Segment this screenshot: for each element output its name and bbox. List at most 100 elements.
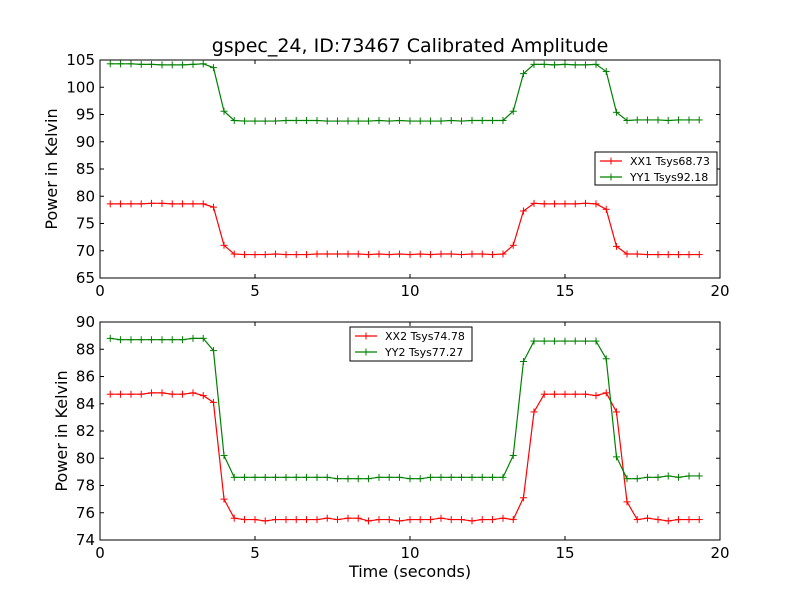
data-point-marker: [261, 117, 269, 125]
data-point-marker: [178, 200, 186, 208]
data-point-marker: [488, 473, 496, 481]
data-point-marker: [437, 514, 445, 522]
data-point-marker: [550, 200, 558, 208]
data-point-marker: [158, 389, 166, 397]
data-point-marker: [602, 67, 610, 75]
data-point-marker: [643, 116, 651, 124]
data-point-marker: [251, 516, 259, 524]
data-point-marker: [282, 251, 290, 259]
data-point-marker: [137, 60, 145, 68]
data-point-marker: [571, 61, 579, 69]
data-point-marker: [168, 336, 176, 344]
data-point-marker: [540, 200, 548, 208]
data-point-marker: [499, 250, 507, 258]
data-point-marker: [178, 336, 186, 344]
legend: XX1 Tsys68.73 YY1 Tsys92.18: [594, 151, 718, 186]
data-point-marker: [220, 107, 228, 115]
data-point-marker: [395, 250, 403, 258]
data-point-marker: [674, 251, 682, 259]
data-point-marker: [323, 250, 331, 258]
y-tick-label: 85: [76, 160, 95, 178]
data-point-marker: [457, 251, 465, 259]
data-point-marker: [488, 251, 496, 259]
data-point-marker: [271, 473, 279, 481]
data-point-marker: [581, 199, 589, 207]
data-point-marker: [302, 251, 310, 259]
data-point-marker: [354, 250, 362, 258]
data-point-marker: [437, 117, 445, 125]
x-tick-label: 0: [95, 282, 105, 300]
data-point-marker: [685, 116, 693, 124]
y-tick-label: 90: [76, 313, 95, 331]
data-point-marker: [685, 516, 693, 524]
data-point-marker: [550, 61, 558, 69]
data-point-marker: [282, 516, 290, 524]
x-tick-label: 20: [710, 282, 729, 300]
data-point-marker: [240, 117, 248, 125]
data-point-marker: [540, 60, 548, 68]
data-point-marker: [189, 389, 197, 397]
data-point-marker: [654, 116, 662, 124]
data-point-marker: [137, 200, 145, 208]
data-point-marker: [674, 516, 682, 524]
data-point-marker: [395, 517, 403, 525]
data-point-marker: [447, 116, 455, 124]
data-point-marker: [509, 452, 517, 460]
data-point-marker: [375, 250, 383, 258]
data-point-marker: [664, 517, 672, 525]
data-point-marker: [147, 199, 155, 207]
data-point-marker: [612, 108, 620, 116]
data-point-marker: [685, 472, 693, 480]
data-point-marker: [364, 475, 372, 483]
data-point-marker: [561, 390, 569, 398]
y-tick-label: 82: [76, 422, 95, 440]
data-point-marker: [550, 337, 558, 345]
data-point-marker: [199, 392, 207, 400]
data-point-marker: [395, 116, 403, 124]
data-point-marker: [478, 473, 486, 481]
data-point-marker: [230, 473, 238, 481]
data-point-marker: [147, 60, 155, 68]
data-point-marker: [457, 473, 465, 481]
data-point-marker: [106, 334, 114, 342]
data-point-marker: [313, 516, 321, 524]
y-tick-label: 105: [66, 51, 95, 69]
data-point-marker: [530, 60, 538, 68]
data-point-marker: [199, 200, 207, 208]
data-point-marker: [168, 200, 176, 208]
data-point-marker: [189, 200, 197, 208]
data-point-marker: [633, 116, 641, 124]
x-tick-label: 0: [95, 544, 105, 562]
y-axis-label: Power in Kelvin: [52, 370, 71, 491]
data-point-marker: [137, 390, 145, 398]
data-point-marker: [457, 516, 465, 524]
data-point-marker: [519, 70, 527, 78]
data-point-marker: [416, 250, 424, 258]
data-point-marker: [406, 251, 414, 259]
data-point-marker: [313, 116, 321, 124]
data-point-marker: [364, 117, 372, 125]
data-point-marker: [488, 116, 496, 124]
data-point-marker: [478, 116, 486, 124]
data-point-marker: [633, 250, 641, 258]
data-point-marker: [375, 516, 383, 524]
data-point-marker: [602, 355, 610, 363]
data-point-marker: [333, 117, 341, 125]
data-point-marker: [561, 200, 569, 208]
data-point-marker: [261, 251, 269, 259]
data-point-marker: [116, 200, 124, 208]
data-point-marker: [106, 60, 114, 68]
data-point-marker: [499, 514, 507, 522]
data-point-marker: [581, 337, 589, 345]
data-point-marker: [344, 250, 352, 258]
data-point-marker: [127, 60, 135, 68]
data-point-marker: [230, 250, 238, 258]
data-point-marker: [612, 408, 620, 416]
data-point-marker: [447, 250, 455, 258]
data-point-marker: [457, 117, 465, 125]
data-point-marker: [406, 475, 414, 483]
data-point-marker: [488, 516, 496, 524]
data-point-marker: [375, 116, 383, 124]
data-point-marker: [116, 390, 124, 398]
